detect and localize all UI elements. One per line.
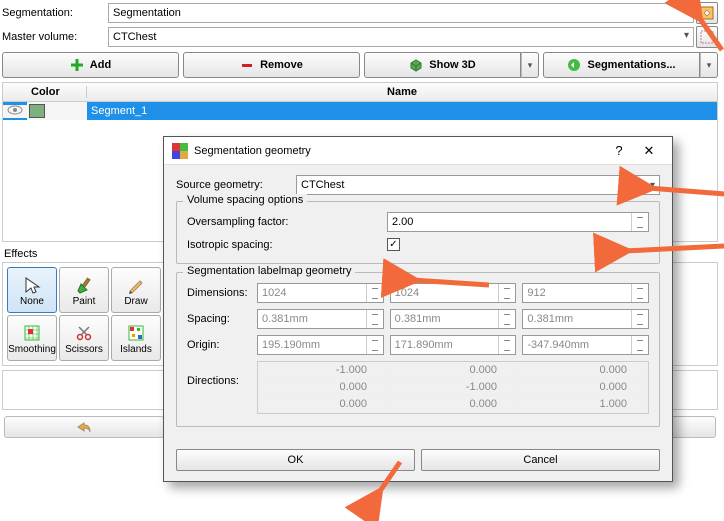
- dialog-title: Segmentation geometry: [194, 145, 604, 157]
- oversampling-label: Oversampling factor:: [187, 216, 387, 228]
- effect-paint[interactable]: Paint: [59, 267, 109, 313]
- dim-z: 912: [522, 283, 649, 303]
- spacing-z: 0.381mm: [522, 309, 649, 329]
- directions-label: Directions:: [187, 361, 257, 387]
- show3d-caret[interactable]: ▾: [521, 52, 539, 78]
- table-row[interactable]: Segment_1: [3, 102, 717, 120]
- visibility-icon[interactable]: [3, 105, 27, 118]
- col-color: Color: [27, 86, 87, 98]
- remove-label: Remove: [260, 59, 303, 71]
- origin-label: Origin:: [187, 339, 257, 351]
- segmentations-caret[interactable]: ▾: [700, 52, 718, 78]
- help-button[interactable]: ?: [604, 143, 634, 158]
- effect-scissors[interactable]: Scissors: [59, 315, 109, 361]
- isotropic-checkbox[interactable]: ✓: [387, 238, 400, 251]
- spacing-y: 0.381mm: [390, 309, 517, 329]
- segment-name: Segment_1: [87, 105, 717, 117]
- spacing-label: Spacing:: [187, 313, 257, 325]
- oversampling-input[interactable]: 2.00: [387, 212, 649, 232]
- color-swatch-cell[interactable]: [27, 102, 87, 120]
- col-name: Name: [87, 86, 717, 98]
- master-volume-aux-button[interactable]: [696, 26, 718, 48]
- segmentation-combo[interactable]: Segmentation: [108, 3, 694, 23]
- source-geometry-label: Source geometry:: [176, 179, 296, 191]
- master-volume-combo[interactable]: CTChest: [108, 27, 694, 47]
- segmentation-value: Segmentation: [113, 7, 181, 19]
- add-label: Add: [90, 59, 111, 71]
- segmentation-geometry-dialog: Segmentation geometry ? ✕ Source geometr…: [163, 136, 673, 482]
- origin-z: -347.940mm: [522, 335, 649, 355]
- close-button[interactable]: ✕: [634, 143, 664, 159]
- master-volume-value: CTChest: [113, 31, 156, 43]
- remove-button[interactable]: Remove: [183, 52, 360, 78]
- ok-button[interactable]: OK: [176, 449, 415, 471]
- volume-spacing-group-title: Volume spacing options: [183, 194, 307, 206]
- segmentations-button[interactable]: Segmentations...: [543, 52, 700, 78]
- source-geometry-combo[interactable]: CTChest ▾: [296, 175, 660, 195]
- show3d-button[interactable]: Show 3D: [364, 52, 521, 78]
- effect-none[interactable]: None: [7, 267, 57, 313]
- origin-y: 171.890mm: [390, 335, 517, 355]
- dim-x: 1024: [257, 283, 384, 303]
- dialog-icon: [172, 143, 188, 159]
- undo-button[interactable]: [4, 416, 164, 438]
- effect-smoothing[interactable]: Smoothing: [7, 315, 57, 361]
- labelmap-geometry-group-title: Segmentation labelmap geometry: [183, 265, 355, 277]
- add-button[interactable]: Add: [2, 52, 179, 78]
- dimensions-label: Dimensions:: [187, 287, 257, 299]
- directions-matrix: -1.000 0.000 0.000 0.000 -1.000 0.000 0.…: [257, 361, 649, 414]
- master-volume-label: Master volume:: [2, 31, 108, 43]
- origin-x: 195.190mm: [257, 335, 384, 355]
- segmentations-label: Segmentations...: [587, 59, 675, 71]
- segmentation-label: Segmentation:: [2, 7, 108, 19]
- effect-draw[interactable]: Draw: [111, 267, 161, 313]
- spacing-x: 0.381mm: [257, 309, 384, 329]
- segmentation-geometry-button[interactable]: [696, 2, 718, 24]
- effect-islands[interactable]: Islands: [111, 315, 161, 361]
- cancel-button[interactable]: Cancel: [421, 449, 660, 471]
- isotropic-label: Isotropic spacing:: [187, 239, 387, 251]
- dim-y: 1024: [390, 283, 517, 303]
- show3d-label: Show 3D: [429, 59, 475, 71]
- color-swatch: [29, 104, 45, 118]
